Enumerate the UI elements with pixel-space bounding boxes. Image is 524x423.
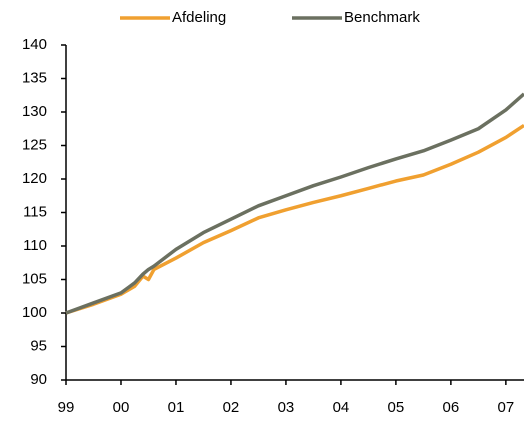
x-tick-label: 04 <box>333 399 350 416</box>
x-tick-label: 07 <box>498 399 515 416</box>
x-tick-label: 02 <box>223 399 240 416</box>
legend-label: Benchmark <box>344 9 420 26</box>
y-tick-label: 135 <box>22 69 47 86</box>
legend-label: Afdeling <box>172 9 226 26</box>
x-tick-label: 99 <box>58 399 75 416</box>
x-tick-label: 03 <box>278 399 295 416</box>
y-tick-label: 115 <box>23 203 47 220</box>
x-tick-label: 01 <box>168 399 185 416</box>
x-tick-label: 06 <box>443 399 460 416</box>
y-tick-label: 95 <box>30 337 47 354</box>
y-tick-label: 105 <box>22 270 47 287</box>
y-tick-label: 140 <box>22 36 47 53</box>
y-tick-label: 90 <box>30 371 47 388</box>
x-tick-label: 05 <box>388 399 405 416</box>
y-tick-label: 110 <box>23 237 47 254</box>
y-tick-label: 100 <box>22 304 47 321</box>
series-line <box>65 92 524 315</box>
x-tick-label: 00 <box>113 399 130 416</box>
series-line <box>65 123 524 315</box>
y-tick-label: 120 <box>22 170 47 187</box>
y-tick-label: 125 <box>22 136 47 153</box>
y-tick-label: 130 <box>22 103 47 120</box>
